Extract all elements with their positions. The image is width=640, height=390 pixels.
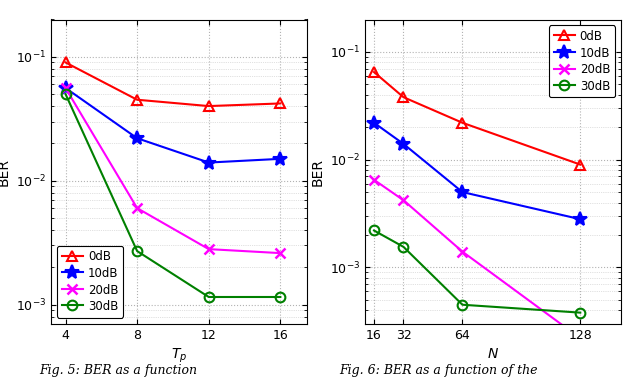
30dB — [276, 295, 284, 300]
Legend: 0dB, 10dB, 20dB, 30dB: 0dB, 10dB, 20dB, 30dB — [549, 25, 615, 98]
Line: 10dB: 10dB — [367, 116, 588, 226]
0dB — [459, 121, 467, 125]
10dB — [133, 136, 141, 140]
X-axis label: $N$: $N$ — [487, 347, 499, 361]
20dB — [276, 251, 284, 255]
30dB — [370, 228, 378, 233]
Legend: 0dB, 10dB, 20dB, 30dB: 0dB, 10dB, 20dB, 30dB — [57, 246, 123, 318]
0dB — [61, 60, 69, 65]
0dB — [370, 70, 378, 74]
Line: 10dB: 10dB — [59, 81, 287, 170]
Line: 20dB: 20dB — [61, 83, 285, 258]
Y-axis label: BER: BER — [310, 158, 324, 186]
Text: Fig. 5: BER as a function: Fig. 5: BER as a function — [40, 364, 197, 378]
30dB — [459, 302, 467, 307]
0dB — [276, 101, 284, 106]
30dB — [61, 92, 69, 96]
20dB — [399, 198, 407, 202]
Text: Fig. 6: BER as a function of the: Fig. 6: BER as a function of the — [339, 364, 538, 378]
0dB — [133, 98, 141, 102]
10dB — [399, 142, 407, 146]
20dB — [205, 247, 212, 252]
0dB — [577, 162, 584, 167]
20dB — [577, 336, 584, 340]
20dB — [459, 249, 467, 254]
X-axis label: $T_p$: $T_p$ — [171, 347, 188, 365]
10dB — [459, 190, 467, 195]
10dB — [276, 156, 284, 161]
10dB — [577, 217, 584, 222]
Line: 0dB: 0dB — [61, 58, 285, 111]
Line: 0dB: 0dB — [369, 67, 585, 169]
30dB — [133, 249, 141, 254]
10dB — [205, 160, 212, 165]
20dB — [370, 177, 378, 182]
20dB — [133, 206, 141, 211]
30dB — [399, 245, 407, 249]
Line: 30dB: 30dB — [369, 226, 585, 317]
Y-axis label: BER: BER — [0, 158, 10, 186]
0dB — [399, 95, 407, 99]
Line: 20dB: 20dB — [369, 175, 585, 343]
0dB — [205, 104, 212, 108]
10dB — [61, 86, 69, 90]
20dB — [61, 86, 69, 90]
30dB — [205, 295, 212, 300]
30dB — [577, 310, 584, 315]
Line: 30dB: 30dB — [61, 89, 285, 302]
10dB — [370, 121, 378, 125]
